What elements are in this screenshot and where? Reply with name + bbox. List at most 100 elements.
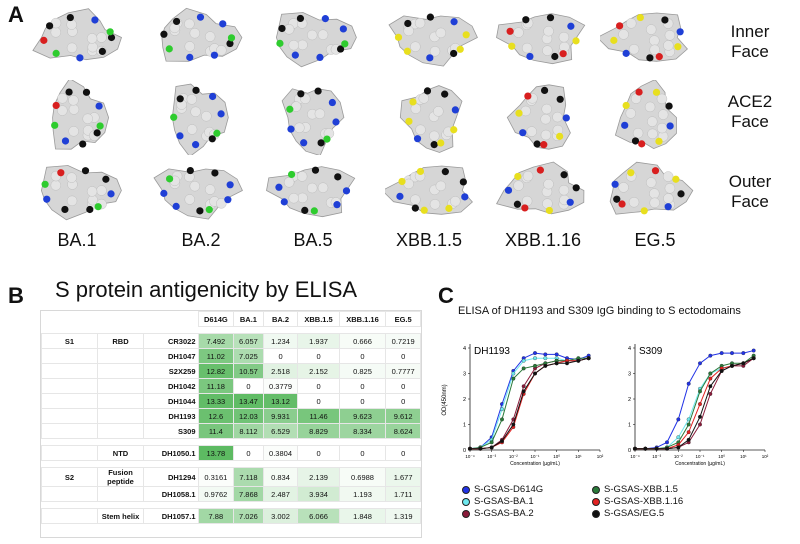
table-value-cell: 10.57 bbox=[233, 363, 264, 379]
structure-eg-5-face-3 bbox=[609, 161, 694, 215]
table-subregion-cell: NTD bbox=[97, 445, 144, 461]
variant-label: XBB.1.5 bbox=[395, 230, 463, 250]
series-line bbox=[470, 357, 589, 450]
table-value-cell: 1.848 bbox=[338, 508, 387, 524]
x-tick-label: 10⁻¹ bbox=[696, 454, 705, 459]
series-line bbox=[635, 355, 754, 450]
structure-ba-1-face-2 bbox=[51, 80, 110, 150]
data-point bbox=[500, 439, 504, 444]
legend-label: S-GSAS-BA.1 bbox=[474, 496, 534, 507]
table-column-header: XBB.1.16 bbox=[338, 311, 387, 327]
structure-ba-1-face-1 bbox=[32, 8, 122, 62]
table-value-cell: 7.88 bbox=[197, 508, 235, 524]
legend-item: S-GSAS-BA.1 bbox=[462, 496, 592, 507]
table-value-cell: 7.492 bbox=[197, 333, 235, 349]
data-point bbox=[708, 384, 713, 389]
table-value-cell: 6.529 bbox=[262, 423, 299, 439]
table-value-cell: 7.026 bbox=[233, 508, 264, 524]
table-antibody-cell: DH1042 bbox=[143, 378, 199, 394]
data-point bbox=[719, 351, 724, 356]
x-tick-label: 10⁻² bbox=[674, 454, 683, 459]
series-line bbox=[470, 357, 589, 450]
data-point bbox=[751, 356, 756, 361]
table-value-cell: 8.829 bbox=[297, 423, 340, 439]
x-axis-label: Concentration (µg/mL) bbox=[675, 461, 725, 467]
data-point bbox=[533, 363, 537, 368]
table-row: S1 RBD CR3022 7.492 6.057 1.234 1.937 0.666 0.72… bbox=[41, 333, 421, 349]
table-value-cell: 0 bbox=[385, 445, 421, 461]
subplot-s309: 0 1 2 3 4 10⁻⁴ 10⁻³ 10⁻² 10⁻¹ 10⁰ 10¹ 10² S309 Concen… bbox=[628, 344, 769, 467]
data-point bbox=[719, 369, 724, 373]
table-subregion-cell bbox=[97, 393, 144, 409]
table-value-cell: 13.78 bbox=[197, 445, 235, 461]
legend-item: S-GSAS-XBB.1.16 bbox=[592, 496, 722, 507]
data-point bbox=[500, 407, 504, 412]
data-point bbox=[533, 356, 537, 361]
y-tick-label: 2 bbox=[463, 397, 466, 403]
table-subregion-cell: RBD bbox=[97, 333, 144, 349]
table-row: DH1044 13.33 13.47 13.12 0 0 0 bbox=[41, 393, 421, 409]
panel-b-label: B bbox=[8, 283, 24, 308]
y-tick-label: 4 bbox=[628, 346, 631, 352]
table-value-cell: 0 bbox=[338, 445, 387, 461]
table-value-cell: 13.33 bbox=[197, 393, 235, 409]
structure-ba-5-face-2 bbox=[281, 87, 345, 155]
structure-ba-2-face-3 bbox=[153, 166, 243, 220]
data-point bbox=[489, 445, 494, 450]
table-region-cell bbox=[41, 445, 98, 461]
data-point bbox=[698, 414, 702, 419]
subplot-dh1193: 0 1 2 3 4 10⁻⁴ 10⁻³ 10⁻² 10⁻¹ 10⁰ 10¹ 10² DH1193 Conc… bbox=[463, 344, 604, 467]
table-value-cell: 1.193 bbox=[338, 486, 387, 502]
structure-xbb-1-5-face-3 bbox=[385, 165, 473, 215]
table-value-cell: 0 bbox=[385, 348, 421, 364]
face-label-1: Inner Face bbox=[730, 22, 770, 61]
table-region-cell bbox=[41, 393, 98, 409]
table-value-cell: 0 bbox=[297, 445, 340, 461]
table-value-cell: 0.9762 bbox=[197, 486, 235, 502]
data-point bbox=[708, 376, 713, 381]
structure-xbb-1-16-face-1 bbox=[496, 13, 586, 65]
data-point bbox=[741, 351, 746, 356]
y-tick-label: 3 bbox=[463, 372, 466, 378]
table-subregion-cell bbox=[97, 423, 144, 439]
x-tick-label: 10⁻⁴ bbox=[630, 454, 639, 459]
y-axis-label: OD(450nm) bbox=[442, 384, 448, 415]
x-tick-label: 10⁻¹ bbox=[531, 454, 540, 459]
y-tick-label: 0 bbox=[628, 448, 631, 454]
table-antibody-cell: DH1047 bbox=[143, 348, 199, 364]
table-value-cell: 7.868 bbox=[233, 486, 264, 502]
table-value-cell: 2.518 bbox=[262, 363, 299, 379]
legend-label: S-GSAS-XBB.1.5 bbox=[604, 484, 678, 495]
variant-label: EG.5 bbox=[634, 230, 676, 250]
table-value-cell: 0 bbox=[262, 348, 299, 364]
table-row: S309 11.4 8.112 6.529 8.829 8.334 8.624 bbox=[41, 423, 421, 439]
table-antibody-cell: DH1050.1 bbox=[143, 445, 199, 461]
table-region-cell bbox=[41, 508, 98, 524]
table-antibody-cell: DH1044 bbox=[143, 393, 199, 409]
y-tick-label: 1 bbox=[628, 423, 631, 429]
series-line bbox=[635, 357, 754, 450]
x-tick-label: 10⁻³ bbox=[652, 454, 661, 459]
table-value-cell: 1.711 bbox=[385, 486, 421, 502]
table-value-cell: 0 bbox=[338, 378, 387, 394]
subplot-title: S309 bbox=[639, 346, 663, 357]
table-value-cell: 0.7777 bbox=[385, 363, 421, 379]
data-point bbox=[554, 352, 559, 357]
table-value-cell: 12.03 bbox=[233, 408, 264, 424]
variant-label: BA.1 bbox=[57, 230, 97, 250]
table-subregion-cell: Fusion peptide bbox=[97, 467, 144, 487]
table-value-cell: 2.152 bbox=[297, 363, 340, 379]
data-point bbox=[586, 356, 591, 361]
data-point bbox=[698, 361, 702, 366]
data-point bbox=[730, 351, 734, 356]
data-point bbox=[708, 353, 713, 358]
x-axis-label: Concentration (µg/mL) bbox=[510, 461, 560, 467]
legend-item: S-GSAS/EG.5 bbox=[592, 508, 722, 519]
data-point bbox=[665, 446, 669, 451]
table-value-cell: 0.666 bbox=[338, 333, 387, 349]
variant-label: XBB.1.16 bbox=[504, 230, 582, 250]
data-point bbox=[543, 352, 548, 357]
data-point bbox=[654, 446, 659, 451]
table-value-cell: 6.066 bbox=[297, 508, 340, 524]
y-tick-label: 1 bbox=[463, 423, 466, 429]
